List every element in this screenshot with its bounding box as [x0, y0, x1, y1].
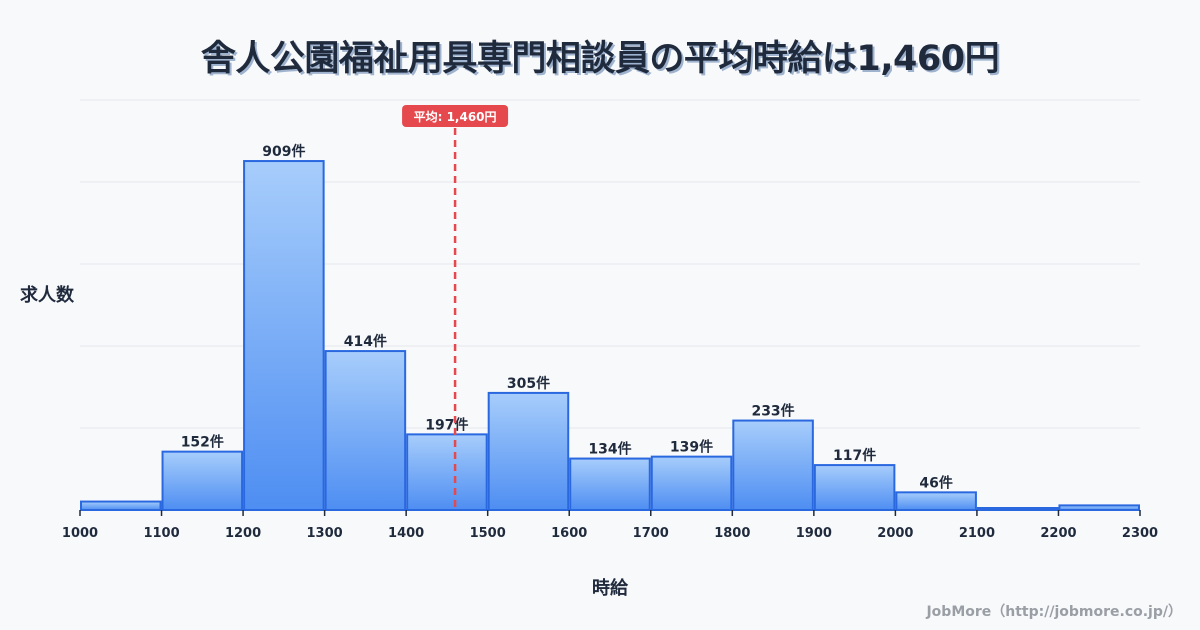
bar-value-label: 139件	[670, 439, 713, 456]
histogram-bar	[569, 457, 651, 511]
x-tick-label: 1400	[388, 526, 424, 541]
bar-value-label: 909件	[262, 143, 305, 160]
x-tick-label: 1300	[307, 526, 343, 541]
x-tick-label: 2300	[1122, 526, 1158, 541]
mean-badge	[402, 105, 509, 127]
histogram-bar	[243, 160, 325, 511]
bar-value-label: 152件	[181, 434, 224, 451]
mean-line: 平均: 1,460円	[402, 105, 509, 510]
x-tick-label: 2000	[877, 526, 913, 541]
bar-value-label: 414件	[344, 333, 387, 350]
bar-value-label: 197件	[425, 416, 468, 433]
x-tick-label: 1900	[796, 526, 832, 541]
histogram-bar	[324, 350, 407, 511]
histogram-bar	[895, 491, 977, 511]
x-tick-label: 1800	[714, 526, 750, 541]
histogram-bar	[487, 391, 570, 511]
y-axis-label: 求人数	[20, 285, 74, 306]
histogram-bar	[161, 450, 244, 512]
bar-value-label: 134件	[588, 441, 631, 458]
histogram-bar	[813, 464, 896, 511]
bar-value-label: 117件	[833, 447, 876, 464]
bar-value-label: 233件	[751, 403, 794, 420]
bars: 152件 909件 414件 197件 305件 134件 139件 233件 117件 46件	[80, 143, 1141, 512]
x-tick-label: 1000	[62, 526, 98, 541]
histogram-bar	[406, 433, 488, 511]
mean-badge-label: 平均: 1,460円	[414, 109, 497, 124]
histogram-bar	[80, 500, 162, 512]
x-tick-label: 2100	[959, 526, 995, 541]
x-tick-label: 1600	[551, 526, 587, 541]
x-tick-label: 1100	[143, 526, 179, 541]
x-tick-label: 1700	[633, 526, 669, 541]
bar-value-label: 46件	[919, 474, 952, 491]
bar-value-label: 305件	[507, 375, 550, 392]
x-axis: 1000 1100 1200 1300 1400 1500 1600 1700 1800 1900…	[62, 509, 1158, 541]
x-tick-label: 1200	[225, 526, 261, 541]
x-tick-label: 1500	[470, 526, 506, 541]
histogram-bar	[732, 419, 814, 511]
source-credit: JobMore（http://jobmore.co.jp/）	[926, 604, 1182, 620]
histogram-bar	[650, 455, 733, 512]
x-tick-label: 2200	[1040, 526, 1076, 541]
x-axis-label: 時給	[592, 578, 628, 599]
chart-title: 舎人公園福祉用具専門相談員の平均時給は1,460円	[200, 39, 1000, 79]
